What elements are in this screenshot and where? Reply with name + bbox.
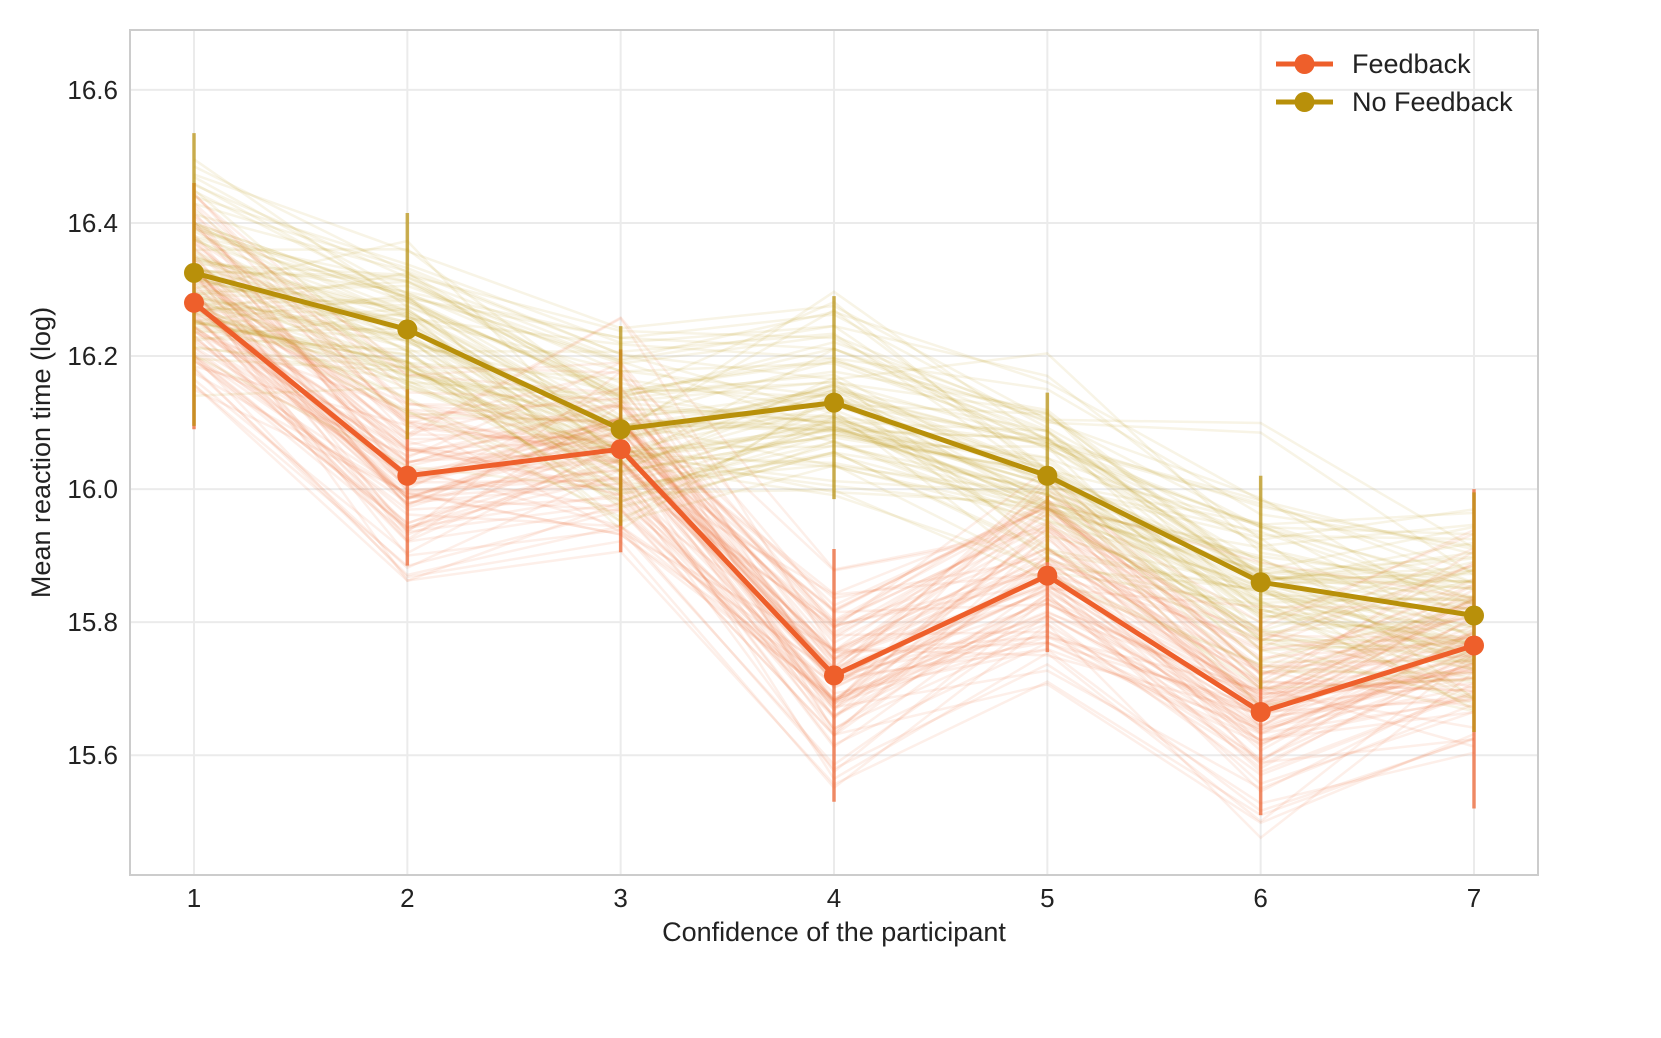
y-tick-label: 15.6: [67, 740, 118, 770]
y-tick-label: 16.0: [67, 474, 118, 504]
x-tick-label: 3: [613, 883, 627, 913]
series-point: [1464, 605, 1484, 626]
legend-label: No Feedback: [1352, 87, 1513, 117]
legend-label: Feedback: [1352, 49, 1471, 79]
series-point: [1037, 565, 1058, 586]
series-point: [184, 262, 204, 283]
y-tick-labels: 15.6 15.8 16.0 16.2 16.4 16.6: [67, 75, 118, 770]
y-tick-label: 16.2: [67, 341, 118, 371]
x-tick-labels: 1 2 3 4 5 6 7: [187, 883, 1481, 913]
series-point: [824, 392, 844, 413]
legend-marker: [1294, 54, 1315, 74]
series-point: [610, 439, 631, 460]
series-point: [1464, 635, 1484, 656]
series-point: [1037, 465, 1058, 486]
x-tick-label: 1: [187, 883, 201, 913]
series-point: [610, 419, 631, 440]
series-points: [184, 262, 1484, 722]
plot-frame: [129, 29, 1539, 876]
legend: Feedback No Feedback: [1276, 49, 1513, 117]
y-tick-label: 15.8: [67, 607, 118, 637]
legend-marker: [1294, 92, 1315, 112]
series-point: [824, 665, 844, 686]
x-tick-label: 5: [1040, 883, 1054, 913]
x-tick-label: 4: [827, 883, 841, 913]
series-point: [1250, 701, 1271, 722]
y-axis-label: Mean reaction time (log): [26, 307, 56, 598]
x-tick-label: 6: [1253, 883, 1267, 913]
series-point: [1250, 572, 1271, 593]
x-tick-label: 2: [400, 883, 414, 913]
series-point: [397, 465, 418, 486]
x-axis-label: Confidence of the participant: [662, 917, 1006, 947]
series-point: [397, 319, 418, 340]
y-tick-label: 16.4: [67, 208, 118, 238]
series-point: [184, 292, 204, 313]
y-tick-label: 16.6: [67, 75, 118, 105]
x-tick-label: 7: [1467, 883, 1481, 913]
